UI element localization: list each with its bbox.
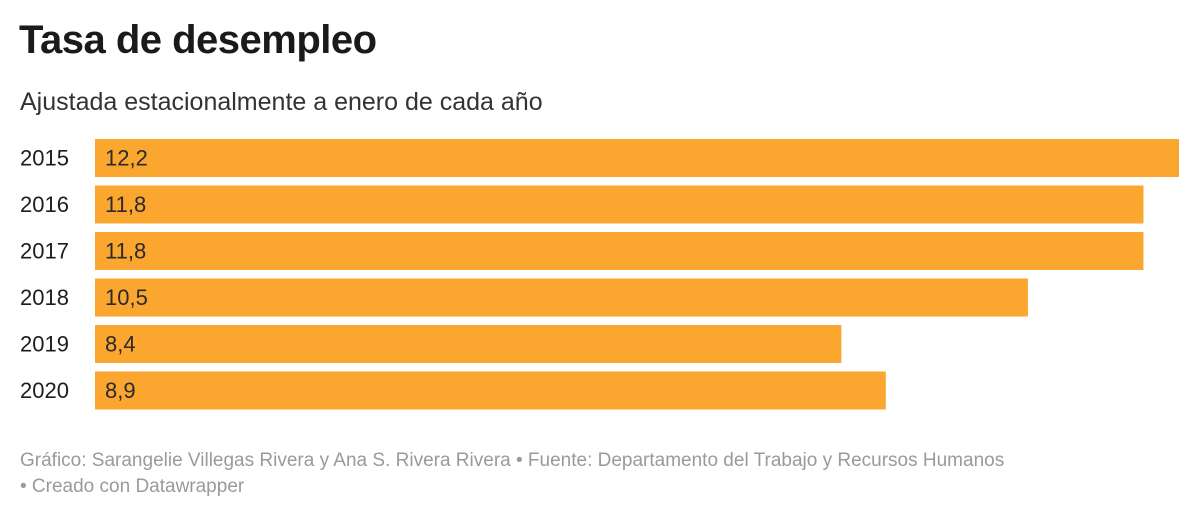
value-label-2016: 11,8 (105, 192, 146, 217)
value-label-2018: 10,5 (105, 285, 148, 310)
value-label-2020: 8,9 (105, 378, 136, 403)
bar-2015 (95, 139, 1179, 177)
year-label-2017: 2017 (20, 239, 69, 264)
value-label-2015: 12,2 (105, 146, 148, 171)
bar-2017 (95, 232, 1144, 270)
bar-2020 (95, 371, 886, 410)
year-label-2020: 2020 (20, 378, 69, 403)
value-label-2017: 11,8 (105, 239, 146, 264)
bar-chart: 2015 12,2 2016 11,8 2017 11,8 2018 10,5 2019 8,4 2… (20, 139, 1179, 410)
year-label-2016: 2016 (20, 192, 69, 217)
bar-2018 (95, 278, 1028, 317)
year-label-2019: 2019 (20, 332, 69, 357)
year-label-2018: 2018 (20, 285, 69, 310)
footer-credits: Gráfico: Sarangelie Villegas Rivera y An… (20, 450, 1005, 471)
chart-title: Tasa de desempleo (19, 18, 377, 62)
bar-2016 (95, 185, 1144, 224)
value-label-2019: 8,4 (105, 332, 136, 357)
chart-footer: Gráfico: Sarangelie Villegas Rivera y An… (20, 448, 1150, 500)
year-label-2015: 2015 (20, 146, 69, 171)
bar-2019 (95, 325, 842, 363)
chart-subtitle: Ajustada estacionalmente a enero de cada… (20, 88, 543, 116)
footer-datawrapper-credit: • Creado con Datawrapper (20, 476, 245, 497)
